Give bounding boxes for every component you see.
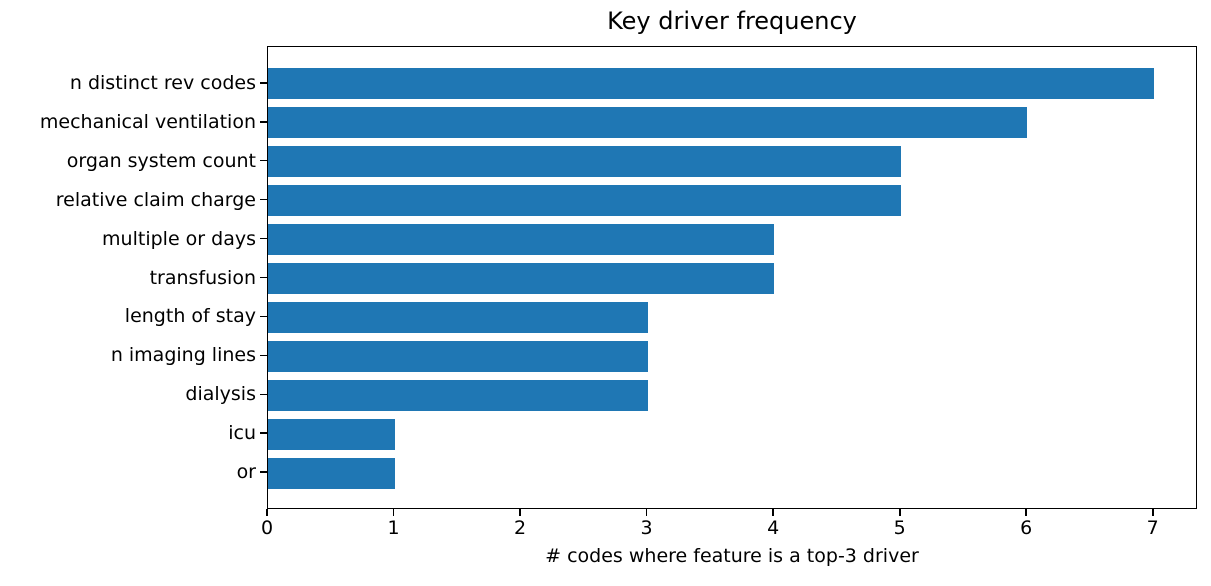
y-tick-label: n imaging lines xyxy=(110,344,256,367)
y-tick-label: icu xyxy=(228,422,256,445)
y-tick-label: dialysis xyxy=(185,383,256,406)
x-tick-label: 5 xyxy=(893,517,906,539)
y-tick-label: n distinct rev codes xyxy=(69,71,256,94)
x-tick-label: 1 xyxy=(387,517,400,539)
x-tick-mark xyxy=(898,509,901,516)
bar-mechanical-ventilation xyxy=(268,107,1028,139)
y-tick-mark xyxy=(260,120,267,123)
bar-n-imaging-lines xyxy=(268,340,648,373)
x-tick-label: 4 xyxy=(767,517,780,539)
y-tick-mark xyxy=(260,315,267,318)
x-tick-mark xyxy=(645,509,648,516)
y-tick-mark xyxy=(260,159,267,162)
x-tick-mark xyxy=(772,509,775,516)
y-tick-label: transfusion xyxy=(149,266,256,289)
y-tick-mark xyxy=(260,393,267,396)
bar-relative-claim-charge xyxy=(268,184,901,217)
bar-multiple-or-days xyxy=(268,223,775,256)
x-axis-label: # codes where feature is a top-3 driver xyxy=(545,545,919,567)
y-tick-mark xyxy=(260,276,267,279)
y-tick-label: mechanical ventilation xyxy=(39,110,256,133)
y-tick-label: relative claim charge xyxy=(55,188,256,211)
x-tick-mark xyxy=(1025,509,1028,516)
y-tick-mark xyxy=(260,354,267,357)
y-tick-label: organ system count xyxy=(66,149,256,172)
y-tick-label: length of stay xyxy=(124,305,256,328)
bar-transfusion xyxy=(268,262,775,295)
y-tick-mark xyxy=(260,471,267,474)
y-tick-mark xyxy=(260,198,267,201)
bar-n-distinct-rev-codes xyxy=(268,68,1154,100)
y-tick-mark xyxy=(260,237,267,240)
bar-icu xyxy=(268,418,395,450)
x-tick-label: 6 xyxy=(1020,517,1033,539)
bar-or xyxy=(268,457,395,489)
bar-length-of-stay xyxy=(268,301,648,334)
x-tick-label: 3 xyxy=(640,517,653,539)
y-tick-mark xyxy=(260,432,267,435)
chart-title: Key driver frequency xyxy=(607,7,857,35)
y-tick-label: multiple or days xyxy=(102,227,256,250)
x-tick-label: 0 xyxy=(260,517,274,539)
x-tick-label: 7 xyxy=(1146,517,1159,539)
x-tick-mark xyxy=(392,509,395,516)
x-tick-mark xyxy=(266,509,268,516)
x-tick-mark xyxy=(1151,509,1154,516)
y-tick-label: or xyxy=(236,461,256,484)
x-tick-mark xyxy=(519,509,521,516)
y-tick-mark xyxy=(260,81,267,84)
x-tick-label: 2 xyxy=(514,517,527,539)
bar-dialysis xyxy=(268,379,648,411)
bar-organ-system-count xyxy=(268,145,901,178)
plot-area xyxy=(267,46,1197,509)
